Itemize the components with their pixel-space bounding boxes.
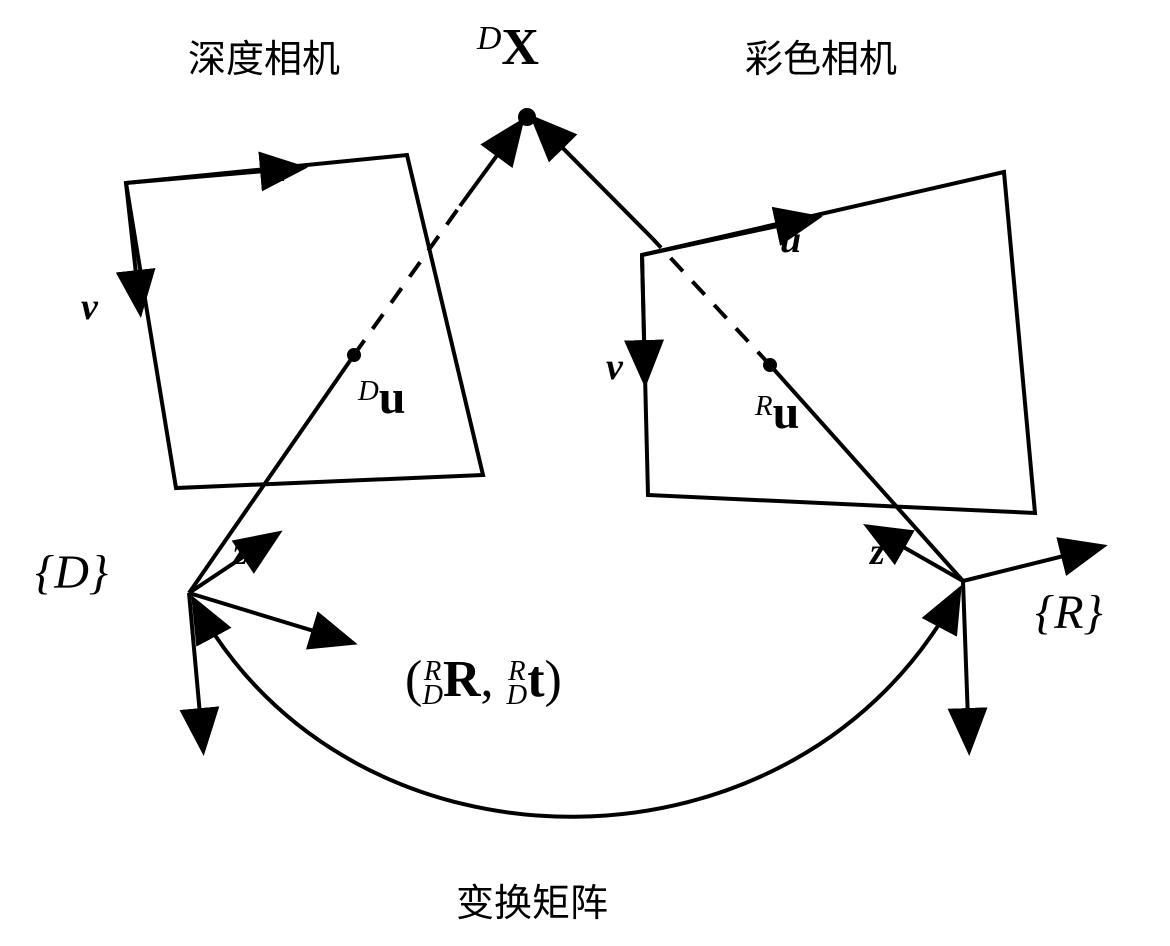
camera-projection-diagram: 深度相机 彩色相机 变换矩阵 DX {D} {R} u v u v z z Du…	[0, 0, 1170, 941]
transform-arc	[195, 592, 958, 817]
transform-expression: (RDR, RDt)	[405, 650, 562, 709]
ru-label: Ru	[755, 385, 799, 440]
right-y-axis	[963, 581, 969, 748]
left-image-plane	[126, 155, 483, 488]
left-ray-solid	[189, 355, 354, 593]
frame-r-label: {R}	[1035, 585, 1103, 640]
u-left-label: u	[265, 147, 286, 191]
point-x-label: DX	[477, 18, 539, 77]
z-left-label: z	[233, 530, 248, 574]
left-ray-dash	[354, 206, 460, 355]
left-ray-tip	[460, 124, 520, 206]
v-right-label: v	[606, 345, 623, 389]
right-ray-tip	[535, 120, 652, 238]
point-x-dot	[518, 108, 536, 126]
u-right-label: u	[780, 218, 801, 262]
right-x-axis	[963, 547, 1100, 581]
du-dot	[347, 348, 361, 362]
frame-d-label: {D}	[35, 545, 108, 600]
depth-camera-label: 深度相机	[188, 28, 340, 83]
diagram-svg	[0, 0, 1170, 941]
transform-matrix-label: 变换矩阵	[456, 872, 608, 927]
right-ray-dash	[652, 238, 770, 365]
right-image-plane	[642, 172, 1035, 513]
right-v-axis	[642, 255, 645, 380]
color-camera-label: 彩色相机	[745, 28, 897, 83]
v-left-label: v	[81, 285, 98, 329]
ru-dot	[763, 358, 777, 372]
z-right-label: z	[870, 530, 885, 574]
du-label: Du	[358, 370, 406, 425]
